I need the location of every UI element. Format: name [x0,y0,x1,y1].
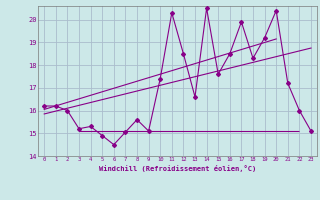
X-axis label: Windchill (Refroidissement éolien,°C): Windchill (Refroidissement éolien,°C) [99,165,256,172]
